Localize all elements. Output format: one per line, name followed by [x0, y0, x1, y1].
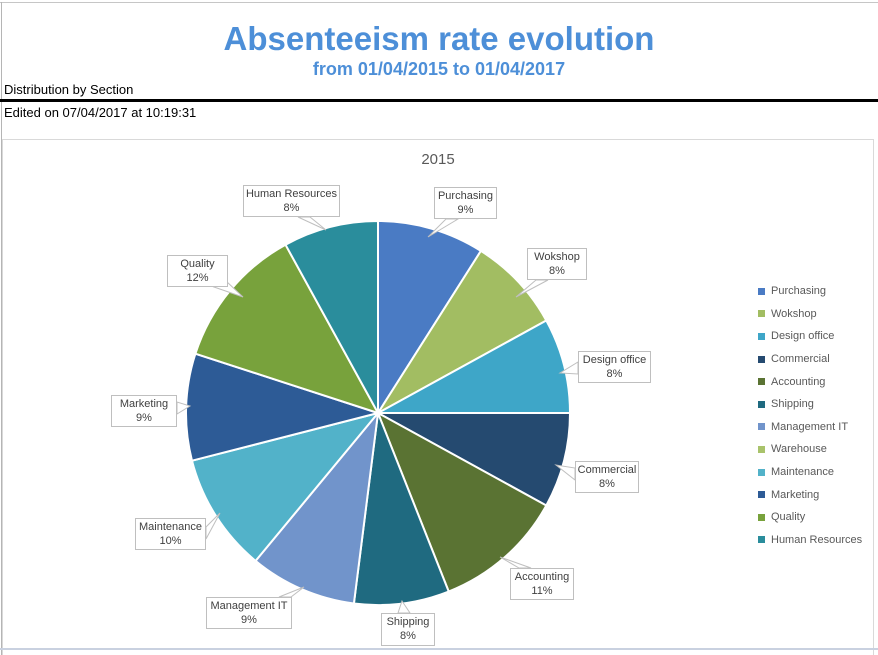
data-label-value: 12%: [186, 272, 209, 284]
legend-swatch-icon: [758, 445, 765, 453]
chart-title[interactable]: 2015: [421, 151, 455, 168]
data-label-value: 8%: [606, 368, 623, 380]
legend-label: Quality: [771, 511, 806, 524]
pie-slice-commercial[interactable]: [377, 412, 572, 507]
legend-item-maintenance[interactable]: Maintenance: [758, 461, 862, 484]
legend-item-shipping[interactable]: Shipping: [758, 393, 862, 416]
data-label-category: Accounting: [514, 571, 570, 583]
top-border-line: [0, 2, 878, 3]
data-label-category: Management IT: [210, 600, 288, 612]
data-label-value: 9%: [136, 412, 152, 424]
section-divider-rule: [0, 99, 878, 102]
data-label-value: 8%: [400, 630, 416, 642]
edited-timestamp-label: Edited on 07/04/2017 at 10:19:31: [4, 105, 197, 120]
data-label-category: Maintenance: [139, 521, 202, 533]
data-label-value: 11%: [531, 585, 553, 597]
label-callout-pointer: [297, 216, 327, 231]
label-callout-pointer: [176, 401, 192, 415]
legend-label: Commercial: [771, 353, 830, 366]
data-label-maintenance[interactable]: Maintenance 10%: [135, 518, 206, 550]
data-label-commercial[interactable]: Commercial 8%: [575, 461, 639, 493]
data-label-shipping[interactable]: Shipping 8%: [381, 613, 435, 646]
legend-label: Human Resources: [771, 533, 863, 546]
data-label-purchasing[interactable]: Purchasing 9%: [434, 187, 497, 219]
legend-swatch-icon: [758, 332, 765, 340]
legend-label: Purchasing: [771, 285, 827, 298]
pie-slice-wokshop[interactable]: [377, 249, 548, 414]
legend-label: Shipping: [771, 398, 814, 411]
legend-item-purchasing[interactable]: Purchasing: [758, 280, 862, 303]
data-label-design-office[interactable]: Design office 8%: [578, 351, 651, 383]
legend-swatch-icon: [758, 536, 765, 544]
data-label-management-it[interactable]: Management IT 9%: [206, 597, 292, 629]
data-label-accounting[interactable]: Accounting 11%: [510, 568, 574, 600]
legend-swatch-icon: [758, 400, 765, 408]
data-label-category: Commercial: [577, 464, 637, 476]
legend-swatch-icon: [758, 378, 765, 386]
label-callout-pointer: [205, 512, 221, 540]
pie-slice-maintenance[interactable]: [190, 411, 381, 563]
left-border-line: [1, 2, 2, 655]
legend-swatch-icon: [758, 310, 765, 318]
legend-swatch-icon: [758, 491, 765, 499]
data-label-category: Human Resources: [245, 188, 338, 200]
pie-slice-purchasing[interactable]: [377, 219, 483, 417]
legend-label: Management IT: [771, 420, 849, 433]
legend-swatch-icon: [758, 423, 765, 431]
data-label-value: 8%: [283, 202, 300, 214]
page-subtitle: from 01/04/2015 to 01/04/2017: [312, 59, 566, 79]
data-label-category: Shipping: [386, 616, 430, 628]
legend-item-warehouse[interactable]: Warehouse: [758, 438, 862, 461]
label-callout-pointer: [427, 218, 460, 238]
legend-item-management-it[interactable]: Management IT: [758, 416, 862, 439]
data-label-category: Wokshop: [534, 251, 580, 263]
label-callout-pointer: [499, 556, 532, 569]
legend-item-accounting[interactable]: Accounting: [758, 370, 862, 393]
label-callout-pointer: [278, 586, 305, 598]
legend-swatch-icon: [758, 355, 765, 363]
data-label-quality[interactable]: Quality 12%: [167, 255, 228, 287]
chart-legend[interactable]: Purchasing Wokshop Design office Commercial…: [758, 280, 862, 551]
data-label-marketing[interactable]: Marketing 9%: [111, 395, 177, 427]
legend-label: Design office: [771, 330, 835, 343]
legend-item-human-resources[interactable]: Human Resources: [758, 529, 862, 552]
pie-slice-human-resources[interactable]: [284, 219, 379, 414]
data-label-category: Purchasing: [437, 190, 494, 202]
data-label-value: 9%: [241, 614, 257, 626]
data-label-category: Design office: [582, 354, 647, 366]
legend-swatch-icon: [758, 287, 765, 295]
page-title: Absenteeism rate evolution: [223, 20, 655, 57]
data-label-value: 9%: [457, 204, 474, 216]
legend-item-wokshop[interactable]: Wokshop: [758, 303, 862, 326]
legend-label: Maintenance: [771, 466, 834, 479]
legend-swatch-icon: [758, 513, 765, 521]
legend-label: Accounting: [771, 375, 826, 388]
data-label-value: 8%: [549, 265, 565, 277]
legend-label: Wokshop: [771, 307, 817, 320]
data-label-wokshop[interactable]: Wokshop 8%: [527, 248, 587, 280]
data-label-category: Quality: [180, 258, 215, 270]
data-label-category: Marketing: [119, 398, 169, 410]
legend-item-quality[interactable]: Quality: [758, 506, 862, 529]
pie-slice-accounting[interactable]: [376, 410, 548, 593]
legend-item-commercial[interactable]: Commercial: [758, 348, 862, 371]
legend-item-design-office[interactable]: Design office: [758, 325, 862, 348]
section-label: Distribution by Section: [4, 82, 134, 97]
next-object-top-edge: [0, 648, 878, 650]
legend-label: Warehouse: [771, 443, 827, 456]
legend-swatch-icon: [758, 468, 765, 476]
data-label-value: 8%: [599, 478, 615, 490]
pie-slice-design-office[interactable]: [377, 319, 572, 414]
data-label-value: 10%: [159, 535, 182, 547]
legend-item-marketing[interactable]: Marketing: [758, 483, 862, 506]
data-label-human-resources[interactable]: Human Resources 8%: [243, 185, 340, 217]
legend-label: Marketing: [771, 488, 820, 501]
pie-chart[interactable]: [2, 139, 874, 655]
label-callout-pointer: [515, 279, 549, 298]
